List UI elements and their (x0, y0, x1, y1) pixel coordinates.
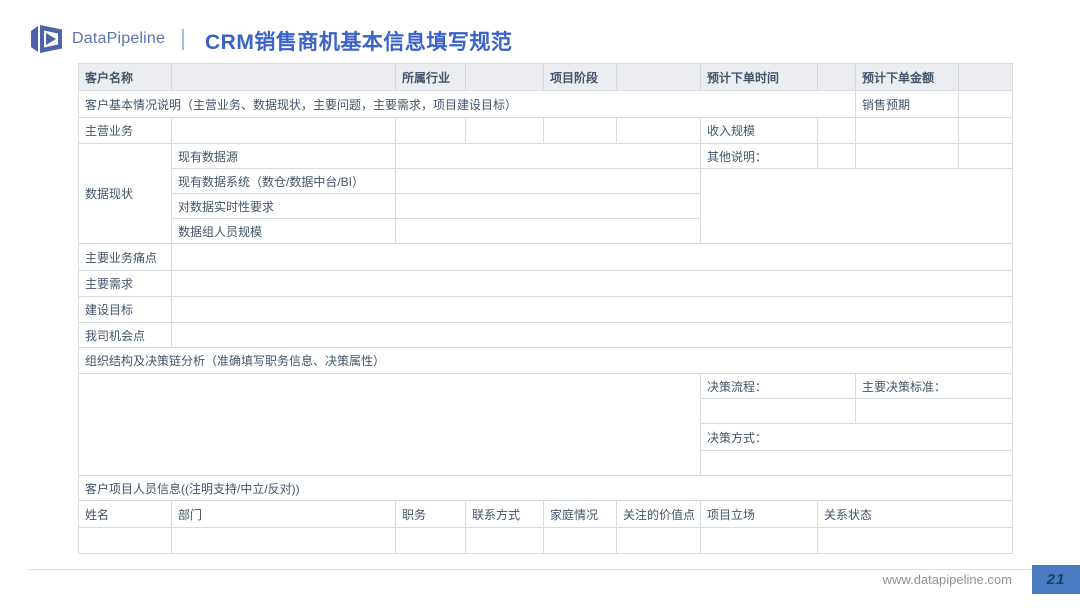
decision-criteria-value-cell (855, 398, 1013, 424)
customer-name-value-cell (171, 63, 396, 91)
org-chart-area (78, 373, 701, 476)
decision-method-value-cell (700, 450, 1013, 476)
order-time-label: 预计下单时间 (700, 63, 818, 91)
build-goal-row: 建设目标 (78, 296, 1013, 323)
org-analysis-row: 组织结构及决策链分析（准确填写职务信息、决策属性） (78, 347, 1013, 374)
our-opportunity-label: 我司机会点 (78, 322, 172, 348)
empty-cell (616, 527, 701, 554)
revenue-scale-label: 收入规模 (700, 117, 818, 144)
order-time-value-cell (817, 63, 856, 91)
data-system-row: 现有数据系统（数仓/数据中台/BI） (79, 168, 1013, 244)
decision-criteria-label: 主要决策标准： (855, 373, 1013, 399)
personnel-title-row: 客户项目人员信息((注明支持/中立/反对)) (78, 475, 1013, 501)
order-amount-label: 预计下单金额 (855, 63, 959, 91)
decision-process-value-cell (700, 398, 856, 424)
data-status-notes-area (700, 168, 1013, 244)
col-contact-header: 联系方式 (465, 500, 544, 528)
col-position-header: 项目立场 (700, 500, 818, 528)
project-stage-value-cell (616, 63, 701, 91)
empty-cell (958, 143, 1013, 169)
empty-cell (817, 527, 1013, 554)
realtime-requirement-label: 对数据实时性要求 (171, 193, 396, 219)
empty-cell (543, 527, 617, 554)
decision-row-1: 决策流程： 主要决策标准： (78, 373, 1013, 476)
page-title: CRM销售商机基本信息填写规范 (205, 31, 513, 54)
personnel-header-row: 姓名 部门 职务 联系方式 家庭情况 关注的价值点 项目立场 关系状态 (78, 500, 1013, 528)
other-note-value-cell (855, 143, 959, 169)
empty-cell (395, 527, 466, 554)
empty-cell (817, 117, 856, 144)
empty-cell (465, 117, 544, 144)
empty-cell (616, 117, 701, 144)
empty-cell (465, 527, 544, 554)
basic-desc-row: 客户基本情况说明（主营业务、数据现状，主要问题，主要需求，项目建设目标） 销售预… (78, 90, 1013, 118)
header-row: 客户名称 所属行业 项目阶段 预计下单时间 预计下单金额 (78, 63, 1013, 91)
decision-method-label: 决策方式： (700, 423, 1013, 451)
decision-process-label: 决策流程： (700, 373, 856, 399)
data-source-value-cell (395, 143, 701, 169)
empty-cell (817, 143, 856, 169)
empty-cell (171, 527, 396, 554)
sales-forecast-value-cell (958, 90, 1013, 118)
main-demand-value-cell (171, 270, 1013, 297)
realtime-requirement-value-cell (395, 193, 701, 219)
project-stage-label: 项目阶段 (543, 63, 617, 91)
other-note-label: 其他说明： (700, 143, 818, 169)
footer-divider (28, 569, 1032, 570)
data-source-label: 现有数据源 (171, 143, 396, 169)
crm-form-table: 客户名称 所属行业 项目阶段 预计下单时间 预计下单金额 客户基本情况说明（主营… (78, 63, 1013, 554)
col-relation-header: 关系状态 (817, 500, 1013, 528)
data-status-group-label: 数据现状 (78, 143, 172, 244)
revenue-scale-value-cell (855, 117, 959, 144)
col-dept-header: 部门 (171, 500, 396, 528)
header-divider (182, 29, 184, 50)
footer-url: www.datapipeline.com (882, 572, 1012, 587)
build-goal-label: 建设目标 (78, 296, 172, 323)
data-team-size-value-cell (395, 218, 701, 244)
data-team-size-label: 数据组人员规模 (171, 218, 396, 244)
col-title-header: 职务 (395, 500, 466, 528)
build-goal-value-cell (171, 296, 1013, 323)
data-system-value-cell (395, 168, 701, 194)
empty-cell (958, 117, 1013, 144)
customer-name-label: 客户名称 (78, 63, 172, 91)
industry-value-cell (465, 63, 544, 91)
basic-desc-label: 客户基本情况说明（主营业务、数据现状，主要问题，主要需求，项目建设目标） (78, 90, 856, 118)
empty-cell (700, 527, 818, 554)
our-opportunity-row: 我司机会点 (78, 322, 1013, 348)
col-name-header: 姓名 (78, 500, 172, 528)
decision-method-row: 决策方式： (79, 423, 1013, 451)
datapipeline-logo-icon (31, 25, 62, 53)
brand-logo-text: DataPipeline (72, 30, 166, 47)
col-family-header: 家庭情况 (543, 500, 617, 528)
sales-forecast-label: 销售预期 (855, 90, 959, 118)
brand-logo: DataPipeline (28, 22, 165, 56)
order-amount-value-cell (958, 63, 1013, 91)
our-opportunity-value-cell (171, 322, 1013, 348)
pain-point-value-cell (171, 243, 1013, 271)
empty-cell (543, 117, 617, 144)
main-business-label: 主营业务 (78, 117, 172, 144)
pain-point-row: 主要业务痛点 (78, 243, 1013, 271)
data-source-row: 数据现状 现有数据源 其他说明： (78, 143, 1013, 244)
page-number: 21 (1046, 571, 1066, 588)
main-demand-row: 主要需求 (78, 270, 1013, 297)
main-business-value-cell (171, 117, 396, 144)
main-demand-label: 主要需求 (78, 270, 172, 297)
industry-label: 所属行业 (395, 63, 466, 91)
main-business-row: 主营业务 收入规模 (78, 117, 1013, 144)
pain-point-label: 主要业务痛点 (78, 243, 172, 271)
data-system-label: 现有数据系统（数仓/数据中台/BI） (171, 168, 396, 194)
org-analysis-label: 组织结构及决策链分析（准确填写职务信息、决策属性） (78, 347, 1013, 374)
page-number-box: 21 (1032, 565, 1080, 594)
empty-cell (78, 527, 172, 554)
personnel-title-label: 客户项目人员信息((注明支持/中立/反对)) (78, 475, 1013, 501)
empty-cell (395, 117, 466, 144)
personnel-empty-row (78, 527, 1013, 554)
decision-method-value-row (79, 450, 1013, 476)
col-value-header: 关注的价值点 (616, 500, 701, 528)
